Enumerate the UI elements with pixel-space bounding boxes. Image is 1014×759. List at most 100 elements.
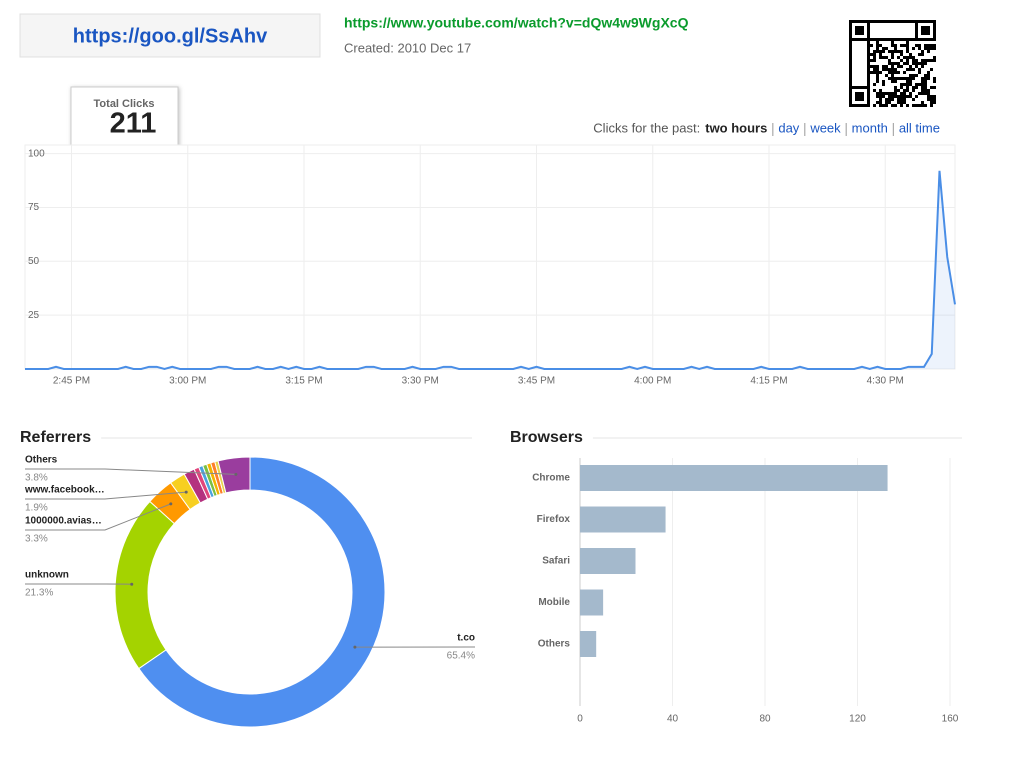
qr-module bbox=[915, 62, 918, 65]
qr-module bbox=[897, 20, 900, 23]
qr-module bbox=[849, 44, 852, 47]
qr-module bbox=[867, 44, 870, 47]
qr-module bbox=[900, 101, 903, 104]
qr-module bbox=[906, 83, 909, 86]
qr-module bbox=[918, 62, 921, 65]
qr-module bbox=[918, 104, 921, 107]
qr-module bbox=[882, 50, 885, 53]
qr-module bbox=[894, 89, 897, 92]
qr-module bbox=[903, 101, 906, 104]
qr-module bbox=[885, 38, 888, 41]
short-url[interactable]: https://goo.gl/SsAhv bbox=[73, 25, 268, 47]
qr-module bbox=[870, 71, 873, 74]
qr-module bbox=[903, 98, 906, 101]
qr-module bbox=[882, 65, 885, 68]
qr-module bbox=[867, 95, 870, 98]
qr-module bbox=[912, 98, 915, 101]
qr-module bbox=[879, 89, 882, 92]
qr-module bbox=[891, 41, 894, 44]
qr-module bbox=[915, 32, 918, 35]
qr-module bbox=[927, 50, 930, 53]
qr-module bbox=[879, 38, 882, 41]
qr-module bbox=[858, 32, 861, 35]
slice-value: 1.9% bbox=[25, 503, 48, 514]
qr-module bbox=[933, 98, 936, 101]
slice-value: 65.4% bbox=[447, 651, 475, 662]
qr-module bbox=[909, 38, 912, 41]
qr-module bbox=[852, 104, 855, 107]
qr-module bbox=[921, 89, 924, 92]
qr-module bbox=[855, 38, 858, 41]
qr-module bbox=[855, 104, 858, 107]
qr-module bbox=[876, 80, 879, 83]
qr-module bbox=[915, 35, 918, 38]
qr-module bbox=[873, 56, 876, 59]
qr-module bbox=[915, 26, 918, 29]
category-label: Firefox bbox=[537, 514, 571, 525]
qr-module bbox=[885, 65, 888, 68]
qr-module bbox=[909, 65, 912, 68]
qr-module bbox=[933, 20, 936, 23]
qr-module bbox=[867, 23, 870, 26]
qr-module bbox=[852, 38, 855, 41]
qr-module bbox=[849, 92, 852, 95]
qr-module bbox=[885, 104, 888, 107]
qr-module bbox=[876, 92, 879, 95]
qr-module bbox=[927, 95, 930, 98]
period-option[interactable]: day bbox=[778, 120, 799, 135]
qr-module bbox=[879, 98, 882, 101]
bar bbox=[580, 506, 666, 533]
qr-module bbox=[906, 68, 909, 71]
qr-module bbox=[855, 26, 858, 29]
qr-module bbox=[921, 59, 924, 62]
qr-module bbox=[858, 26, 861, 29]
qr-module bbox=[882, 68, 885, 71]
qr-module bbox=[882, 20, 885, 23]
qr-module bbox=[912, 20, 915, 23]
qr-module bbox=[861, 92, 864, 95]
qr-module bbox=[891, 95, 894, 98]
qr-module bbox=[891, 38, 894, 41]
x-tick-label: 120 bbox=[849, 714, 866, 725]
qr-module bbox=[906, 50, 909, 53]
qr-module bbox=[858, 104, 861, 107]
qr-module bbox=[849, 77, 852, 80]
qr-module bbox=[891, 71, 894, 74]
qr-module bbox=[903, 62, 906, 65]
qr-module bbox=[903, 77, 906, 80]
qr-module bbox=[915, 83, 918, 86]
leader-dot bbox=[169, 502, 173, 506]
period-option[interactable]: month bbox=[852, 120, 888, 135]
qr-module bbox=[867, 98, 870, 101]
qr-module bbox=[906, 44, 909, 47]
qr-module bbox=[861, 98, 864, 101]
qr-module bbox=[933, 86, 936, 89]
qr-module bbox=[873, 65, 876, 68]
x-tick-label: 3:30 PM bbox=[402, 376, 439, 387]
x-tick-label: 80 bbox=[759, 714, 771, 725]
qr-module bbox=[933, 35, 936, 38]
qr-module bbox=[879, 53, 882, 56]
qr-module bbox=[882, 47, 885, 50]
qr-module bbox=[888, 68, 891, 71]
period-option[interactable]: all time bbox=[899, 120, 940, 135]
qr-module bbox=[903, 95, 906, 98]
qr-module bbox=[894, 38, 897, 41]
qr-module bbox=[894, 20, 897, 23]
plot-area bbox=[24, 144, 956, 370]
x-tick-label: 3:45 PM bbox=[518, 376, 555, 387]
qr-module bbox=[849, 50, 852, 53]
x-tick-label: 3:15 PM bbox=[285, 376, 322, 387]
qr-module bbox=[876, 20, 879, 23]
qr-module bbox=[849, 20, 852, 23]
qr-module bbox=[858, 86, 861, 89]
qr-module bbox=[861, 26, 864, 29]
created-date: Created: 2010 Dec 17 bbox=[344, 40, 471, 55]
qr-module bbox=[891, 92, 894, 95]
qr-module bbox=[924, 29, 927, 32]
period-option[interactable]: week bbox=[809, 120, 841, 135]
long-url[interactable]: https://www.youtube.com/watch?v=dQw4w9Wg… bbox=[344, 15, 689, 31]
qr-module bbox=[867, 101, 870, 104]
qr-module bbox=[891, 53, 894, 56]
qr-module bbox=[873, 89, 876, 92]
